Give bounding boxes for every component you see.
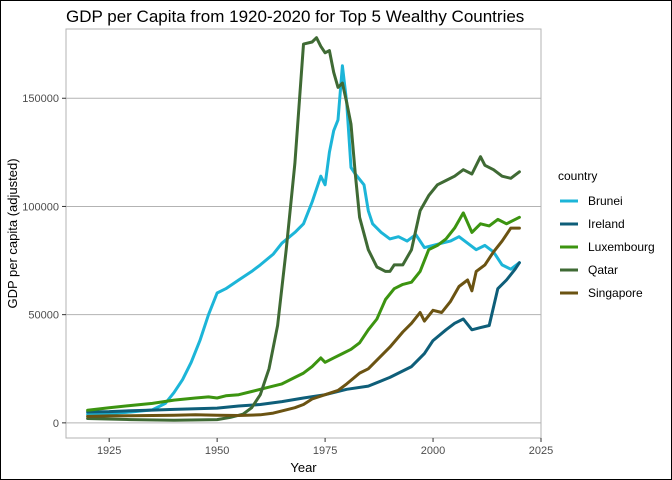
series-layer [86,36,521,422]
x-tick-label: 1975 [313,445,337,457]
x-tick-label: 2000 [421,445,445,457]
series-line-singapore [86,226,521,418]
x-tick-label: 1925 [97,445,121,457]
y-axis-label: GDP per capita (adjusted) [5,158,20,308]
legend-title: country [558,169,597,183]
legend-label-ireland: Ireland [588,217,625,231]
y-tick-label: 0 [53,418,59,430]
x-axis-label: Year [290,460,317,475]
x-axis: 1925 1950 1975 2000 2025 [97,438,553,457]
legend-label-qatar: Qatar [588,263,618,277]
y-tick-label: 50000 [28,310,59,322]
series-line-qatar [86,36,521,422]
series-line-luxembourg [86,211,521,412]
plot-panel [65,28,542,439]
legend-label-luxembourg: Luxembourg [588,240,655,254]
legend: country Brunei Ireland Luxembourg Qatar Sing… [558,169,655,300]
gridlines [66,97,541,424]
series-line-brunei [86,64,521,416]
legend-label-brunei: Brunei [588,194,623,208]
chart-title: GDP per Capita from 1920-2020 for Top 5 … [66,7,524,26]
series-line-ireland [86,261,521,414]
x-tick-label: 1950 [205,445,229,457]
y-tick-label: 150000 [22,93,59,105]
legend-label-singapore: Singapore [588,286,643,300]
x-tick-label: 2025 [529,445,553,457]
y-tick-label: 100000 [22,201,59,213]
y-axis: 0 50000 100000 150000 [22,93,66,430]
